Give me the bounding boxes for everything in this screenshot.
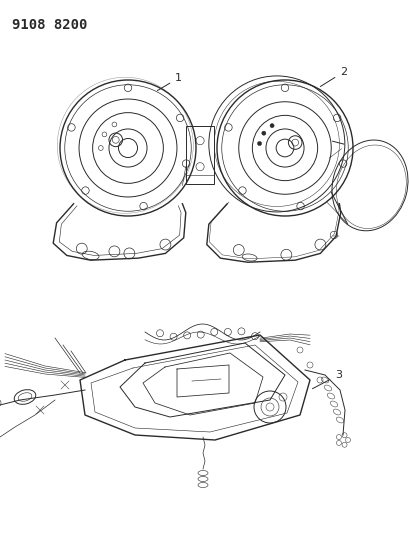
Circle shape	[270, 124, 274, 128]
Text: 1: 1	[157, 73, 182, 91]
Circle shape	[261, 131, 265, 135]
Text: 3: 3	[312, 370, 341, 389]
Text: 9108 8200: 9108 8200	[12, 18, 87, 32]
Circle shape	[257, 141, 261, 146]
Text: 2: 2	[319, 67, 346, 86]
